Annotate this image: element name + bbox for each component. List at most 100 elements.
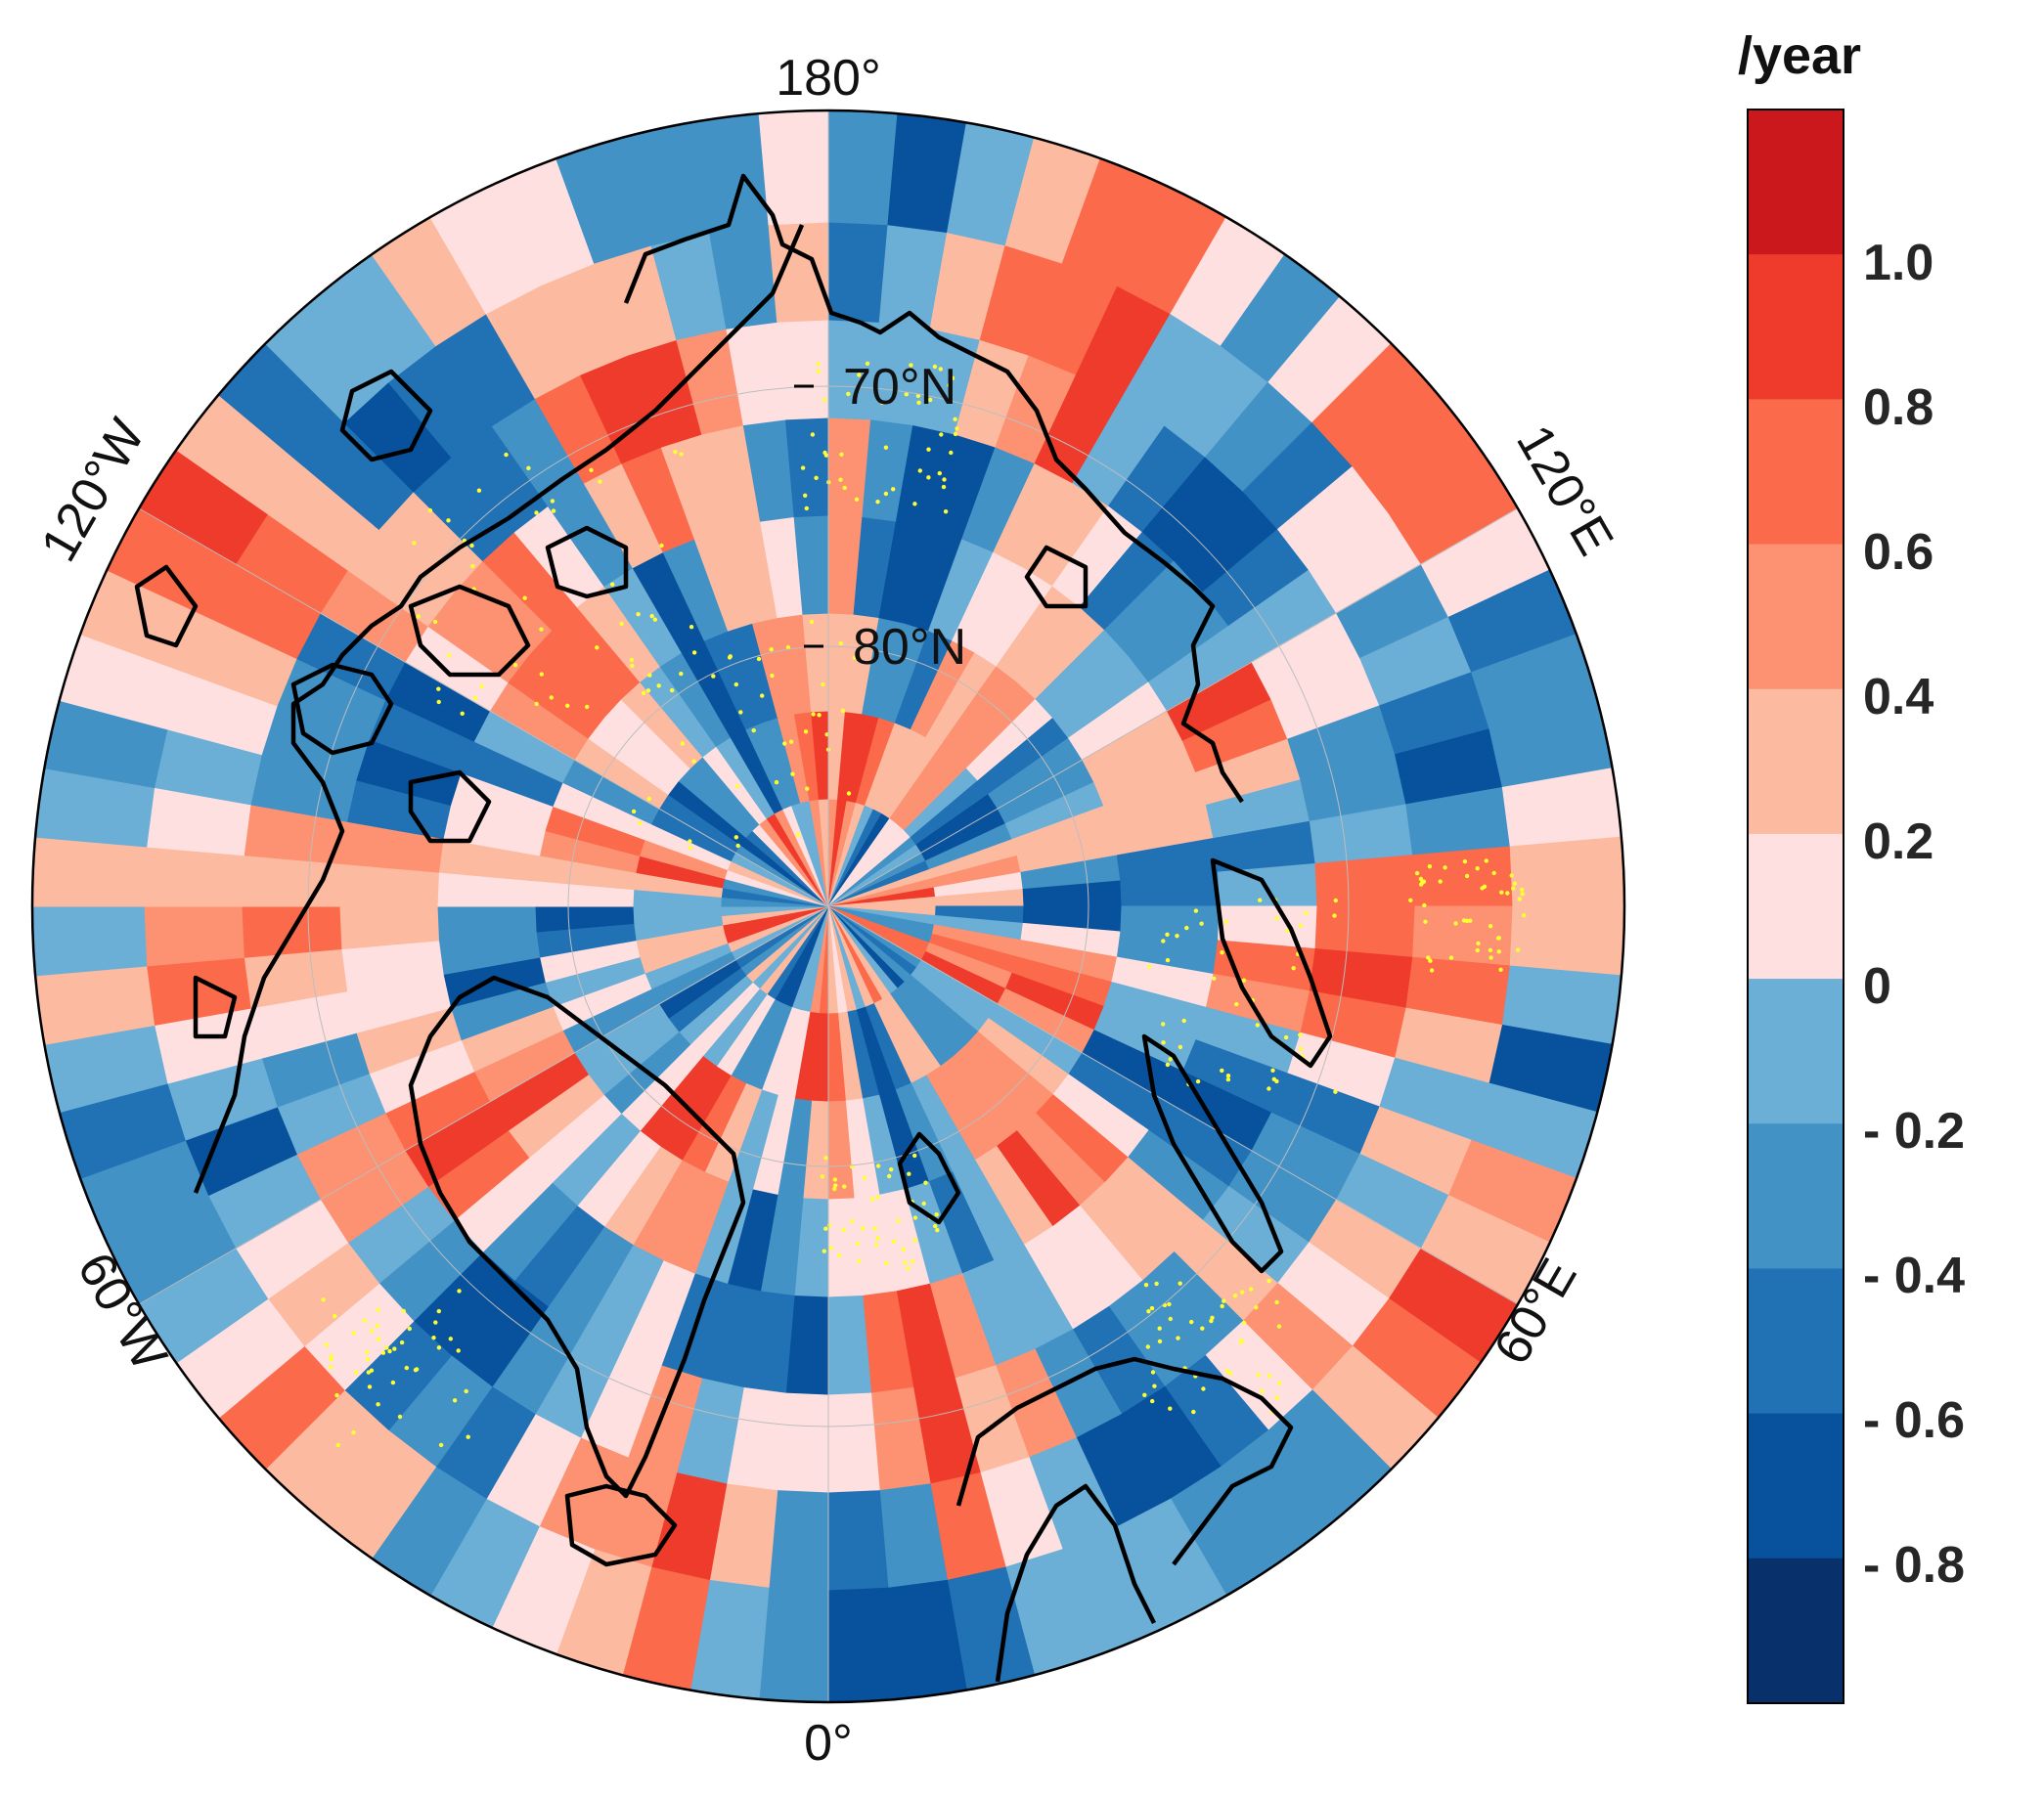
stipple-dot [1176, 1336, 1180, 1340]
graticule-meridian [138, 507, 829, 907]
stipple-dot [522, 595, 527, 600]
stipple-dot [1498, 967, 1503, 972]
stipple-dot [526, 465, 531, 470]
stipple-dot [659, 543, 664, 549]
stipple-dot [387, 1348, 392, 1354]
stipple-dot [1283, 1034, 1289, 1040]
map-frame [30, 109, 1626, 1704]
coastline-taymyr [1210, 857, 1333, 1069]
stipple-dot [397, 1414, 403, 1420]
coastline-arctic-islands [290, 525, 629, 844]
stipple-dot [849, 1218, 855, 1224]
stipple-dot [399, 1339, 405, 1345]
stipple-dot [814, 475, 819, 480]
stipple-dot [820, 1174, 825, 1179]
stipple-dot [1241, 1320, 1247, 1326]
stipple-dot [947, 382, 952, 388]
stipple-dot [926, 447, 931, 452]
trend-cell [827, 221, 889, 323]
stipple-dot [943, 509, 949, 514]
stipple-dot [838, 477, 843, 482]
stipple-dot [551, 508, 556, 513]
stipple-dot [1484, 858, 1489, 863]
stipple-dot [803, 493, 808, 498]
stipple-dot [788, 739, 794, 744]
stipple-dot [1225, 1074, 1231, 1078]
stipple-dot [1161, 939, 1166, 944]
stipple-dot [598, 479, 602, 484]
stipple-dot [921, 1201, 926, 1207]
trend-cell [143, 846, 244, 907]
stipple-dot [649, 613, 654, 619]
stipple-dot [932, 364, 938, 370]
stipple-dot [1154, 1281, 1159, 1287]
stipple-dot [1512, 881, 1518, 886]
stipple-dot [1241, 978, 1247, 983]
coastlines [134, 173, 1333, 1683]
stipple-dot [1515, 947, 1521, 952]
stipple-dot [887, 1173, 892, 1179]
stipple-dot [782, 741, 787, 746]
stipple-dot [1193, 908, 1199, 913]
colorbar-swatch [1748, 1558, 1844, 1704]
stipple-dot [689, 625, 694, 630]
colorbar-tick-label: 0.6 [1863, 524, 1933, 581]
stipple-dot [1438, 879, 1443, 884]
stipple-dot [733, 681, 738, 687]
stipple-dot [862, 1175, 867, 1181]
stipple-dot [1240, 1290, 1245, 1295]
stipple-dot [795, 832, 801, 837]
stipple-dot [937, 470, 942, 476]
stipple-dot [873, 1242, 879, 1248]
stipple-dot [1277, 1381, 1282, 1385]
stipple-dot [875, 1163, 881, 1168]
stipple-dot [680, 741, 685, 746]
colorbar-swatch [1748, 1413, 1844, 1559]
stipple-dot [619, 621, 624, 627]
stipple-dot [941, 484, 947, 490]
stipple-dot [376, 1307, 380, 1313]
stipple-dot [329, 1354, 333, 1359]
stipple-dot [376, 1402, 380, 1407]
polar-map [30, 109, 1626, 1704]
stipple-dot [926, 475, 931, 480]
stipple-dot [329, 1357, 333, 1362]
stipple-dot [955, 426, 959, 431]
stipple-dot [380, 1350, 386, 1355]
stipple-dot [636, 612, 641, 617]
stipple-dot [842, 485, 847, 491]
stipple-dot [839, 452, 844, 457]
stipple-dot [1499, 890, 1504, 895]
stipple-dot [1266, 1086, 1271, 1091]
parallel-label-80n: 80°N [853, 619, 966, 676]
colorbar-swatch [1748, 833, 1844, 980]
stipple-dot [846, 391, 851, 397]
stipple-dot [1333, 1089, 1338, 1094]
stipple-dot [942, 477, 947, 482]
stipple-dot [769, 647, 774, 652]
stipple-dot [1298, 923, 1304, 928]
stipple-dot [585, 704, 590, 710]
coastline-greenland [408, 975, 746, 1499]
stipple-dot [912, 502, 917, 506]
stipple-dot [631, 809, 637, 814]
stipple-dot [351, 1331, 357, 1336]
stipple-dot [1249, 1287, 1254, 1292]
stipple-dot [1223, 919, 1229, 925]
colorbar-tick-label: 0.4 [1863, 669, 1933, 725]
stipple-dot [436, 686, 441, 691]
stipple-dot [891, 487, 896, 492]
stipple-dot [756, 656, 762, 662]
stipple-dot [1184, 925, 1189, 931]
stipple-dot [842, 1184, 847, 1189]
stipple-dot [912, 1215, 918, 1220]
stipple-dot [938, 367, 943, 372]
stipple-dot [760, 693, 765, 698]
stipple-dot [1167, 1301, 1172, 1307]
stipple-dot [774, 779, 779, 785]
stipple-dot [861, 1226, 866, 1231]
stipple-dot [901, 1247, 906, 1252]
stipple-dot [656, 683, 661, 688]
stipple-dot [911, 1259, 915, 1264]
